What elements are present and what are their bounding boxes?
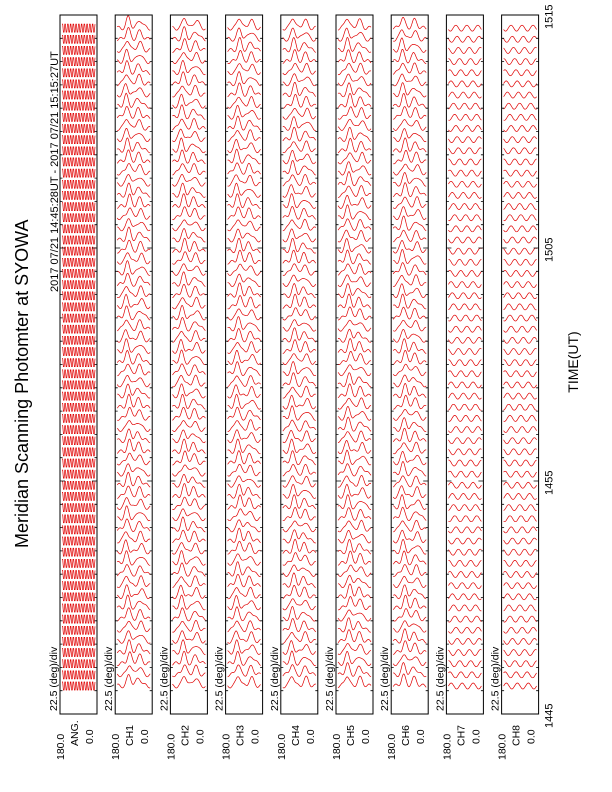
scale-label: 22.5 (deg)/div [324, 646, 336, 711]
channel-label: CH5 [345, 725, 357, 746]
scale-label: 22.5 (deg)/div [490, 646, 502, 711]
y-bottom-label: 0.0 [360, 729, 372, 744]
trace-ch3 [227, 18, 261, 689]
time-ticks [60, 14, 97, 715]
trace-ch6 [392, 17, 427, 688]
scale-label: 22.5 (deg)/div [48, 646, 60, 711]
channel-label: CH1 [124, 725, 136, 746]
y-bottom-label: 0.0 [84, 729, 96, 744]
panel-ch5: 22.5 (deg)/div 180.0 CH5 0.0 [324, 14, 374, 760]
scale-label: 22.5 (deg)/div [434, 646, 446, 711]
trace-ch8 [503, 24, 537, 690]
y-bottom-label: 0.0 [526, 729, 538, 744]
time-ticks [336, 14, 373, 715]
y-top-label: 180.0 [331, 734, 343, 760]
time-ticks [225, 14, 263, 715]
channel-label: CH3 [235, 725, 247, 746]
y-top-label: 180.0 [386, 734, 398, 760]
trace-ch5 [337, 18, 372, 689]
panel-ch8: 22.5 (deg)/div 180.0 CH8 0.0 [490, 14, 540, 760]
channel-label: CH2 [179, 725, 191, 746]
scale-label: 22.5 (deg)/div [214, 646, 226, 711]
time-ticks [170, 14, 208, 715]
time-ticks [115, 14, 153, 715]
trace-ang [62, 23, 96, 691]
y-bottom-label: 0.0 [139, 729, 151, 744]
channel-label: CH7 [455, 725, 467, 746]
y-bottom-label: 0.0 [194, 729, 206, 744]
scale-label: 22.5 (deg)/div [103, 646, 115, 711]
y-top-label: 180.0 [441, 734, 453, 760]
trace-ch1 [116, 15, 151, 689]
time-ticks [280, 14, 318, 715]
panel-frame [335, 14, 374, 715]
trace-ch4 [282, 18, 317, 689]
channel-label: CH4 [290, 725, 302, 746]
y-top-label: 180.0 [55, 734, 67, 760]
y-bottom-label: 0.0 [250, 729, 262, 744]
y-top-label: 180.0 [221, 734, 233, 760]
scale-label: 22.5 (deg)/div [158, 646, 170, 711]
time-ticks [446, 14, 484, 715]
time-ticks [501, 14, 539, 715]
x-axis-title: TIME(UT) [565, 331, 581, 392]
channel-label: CH6 [400, 725, 412, 746]
panel-frame [390, 14, 429, 715]
trace-ch7 [448, 24, 482, 690]
panel-ch6: 22.5 (deg)/div 180.0 CH6 0.0 [379, 14, 429, 760]
scale-label: 22.5 (deg)/div [269, 646, 281, 711]
chart-title: Meridian Scanning Photomter at SYOWA [12, 220, 32, 548]
x-tick-1445: 1445 [544, 704, 556, 728]
panel-ch3: 22.5 (deg)/div 180.0 CH3 0.0 [214, 14, 264, 760]
x-tick-1515: 1515 [544, 5, 556, 29]
channel-label: CH8 [511, 725, 523, 746]
y-bottom-label: 0.0 [415, 729, 427, 744]
y-bottom-label: 0.0 [470, 729, 482, 744]
channel-label: ANG. [69, 720, 81, 746]
panel-ch7: 22.5 (deg)/div 180.0 CH7 0.0 [434, 14, 484, 760]
time-ticks [391, 14, 429, 715]
y-top-label: 180.0 [165, 734, 177, 760]
y-top-label: 180.0 [110, 734, 122, 760]
scale-label: 22.5 (deg)/div [379, 646, 391, 711]
panel-ch1: 22.5 (deg)/div 180.0 CH1 0.0 [103, 14, 153, 760]
x-tick-labels: 1445 1455 1505 1515 [544, 5, 556, 728]
x-tick-1455: 1455 [544, 471, 556, 495]
y-top-label: 180.0 [276, 734, 288, 760]
y-top-label: 180.0 [497, 734, 509, 760]
trace-ch2 [172, 17, 206, 689]
y-bottom-label: 0.0 [305, 729, 317, 744]
x-tick-1505: 1505 [544, 238, 556, 262]
panel-ch4: 22.5 (deg)/div 180.0 CH4 0.0 [269, 14, 319, 760]
panel-ch2: 22.5 (deg)/div 180.0 CH2 0.0 [158, 14, 208, 760]
time-range-label: 2017 07/21 14:45:28UT - 2017 07/21 15:15… [49, 51, 61, 292]
